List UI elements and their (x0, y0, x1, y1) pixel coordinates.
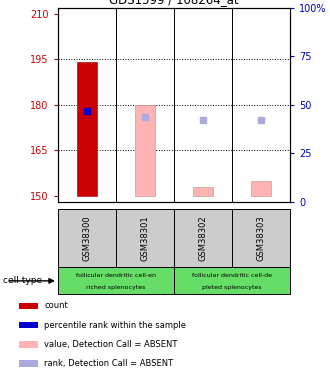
Text: GSM38300: GSM38300 (82, 216, 91, 261)
Bar (232, 209, 290, 267)
Text: rank, Detection Call = ABSENT: rank, Detection Call = ABSENT (44, 359, 173, 368)
Bar (193, 187, 213, 196)
Text: cell type: cell type (3, 276, 43, 285)
Bar (116, 209, 174, 267)
Text: percentile rank within the sample: percentile rank within the sample (44, 321, 186, 330)
Bar (58, 267, 174, 294)
Bar (19, 341, 38, 348)
Text: follicular dendritic cell-en: follicular dendritic cell-en (76, 273, 156, 278)
Text: follicular dendritic cell-de: follicular dendritic cell-de (192, 273, 272, 278)
Text: GSM38302: GSM38302 (199, 216, 208, 261)
Bar (19, 303, 38, 309)
Bar (174, 209, 232, 267)
Title: GDS1599 / 108264_at: GDS1599 / 108264_at (109, 0, 239, 6)
Bar (19, 322, 38, 328)
Text: GSM38301: GSM38301 (141, 216, 149, 261)
Bar (135, 105, 155, 196)
Text: pleted splenocytes: pleted splenocytes (202, 285, 262, 290)
Bar (174, 267, 290, 294)
Bar (77, 62, 97, 196)
Text: value, Detection Call = ABSENT: value, Detection Call = ABSENT (44, 340, 178, 349)
Bar (251, 180, 272, 196)
Text: riched splenocytes: riched splenocytes (86, 285, 146, 290)
Bar (58, 209, 116, 267)
Text: count: count (44, 302, 68, 310)
Text: GSM38303: GSM38303 (257, 215, 266, 261)
Bar (19, 360, 38, 367)
